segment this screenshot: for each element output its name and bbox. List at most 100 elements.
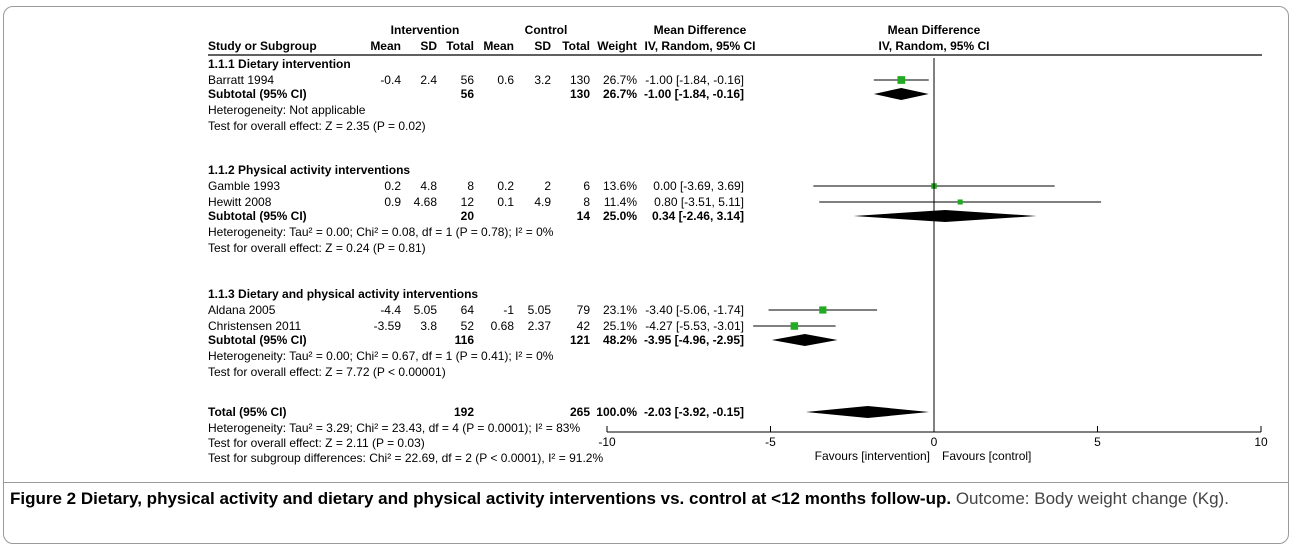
group-note: Heterogeneity: Not applicable: [208, 103, 366, 117]
study-weight: 25.1%: [603, 319, 637, 333]
subtotal-weight: 48.2%: [603, 333, 637, 347]
total-weight: 100.0%: [596, 405, 637, 419]
study-int-mean: 0.2: [384, 179, 401, 193]
total-label: Total (95% CI): [208, 405, 286, 419]
subtotal-int-total: 20: [461, 209, 475, 223]
study-int-mean: -0.4: [380, 73, 401, 87]
study-weight: 13.6%: [603, 179, 637, 193]
x-tick-label: 10: [1254, 435, 1268, 449]
study-name: Christensen 2011: [208, 319, 301, 333]
study-name: Gamble 1993: [208, 179, 280, 193]
subtotal-ci: -1.00 [-1.84, -0.16]: [644, 87, 744, 101]
study-ctl-sd: 5.05: [528, 303, 552, 317]
study-ci: -4.27 [-5.53, -3.01]: [645, 319, 744, 333]
study-ctl-total: 130: [570, 73, 590, 87]
study-ctl-mean: 0.68: [491, 319, 515, 333]
forest-plot: Intervention Control Mean Difference Mean D…: [208, 23, 1268, 465]
header-ctl-sd: SD: [534, 39, 551, 53]
group-note: Test for overall effect: Z = 2.35 (P = 0…: [208, 119, 426, 133]
x-tick-label: 0: [931, 435, 938, 449]
figure-caption: Figure 2 Dietary, physical activity and …: [10, 487, 1280, 511]
group-title: 1.1.3 Dietary and physical activity inte…: [208, 287, 478, 301]
subtotal-ctl-total: 130: [570, 87, 590, 101]
total-note: Heterogeneity: Tau² = 3.29; Chi² = 23.43…: [208, 421, 580, 435]
header-plot-mean-difference: Mean Difference: [888, 23, 981, 37]
group-note: Test for overall effect: Z = 0.24 (P = 0…: [208, 241, 426, 255]
caption-title: Dietary, physical activity and dietary a…: [80, 489, 952, 508]
header-md-method: IV, Random, 95% CI: [645, 39, 756, 53]
study-ctl-mean: 0.6: [497, 73, 514, 87]
subtotal-diamond: [771, 334, 838, 346]
study-ctl-total: 8: [583, 195, 590, 209]
x-tick-label: 5: [1094, 435, 1101, 449]
study-int-mean: -4.4: [380, 303, 401, 317]
header-control: Control: [525, 23, 568, 37]
header-intervention: Intervention: [391, 23, 460, 37]
group-note: Test for overall effect: Z = 7.72 (P < 0…: [208, 365, 446, 379]
study-point: [819, 306, 827, 314]
study-point: [957, 199, 963, 205]
study-int-total: 8: [467, 179, 474, 193]
study-weight: 23.1%: [603, 303, 637, 317]
study-ci: -3.40 [-5.06, -1.74]: [645, 303, 744, 317]
study-ctl-total: 42: [577, 319, 591, 333]
subtotal-label: Subtotal (95% CI): [208, 209, 307, 223]
study-name: Barratt 1994: [208, 73, 274, 87]
study-weight: 11.4%: [604, 195, 637, 209]
study-ctl-total: 79: [577, 303, 591, 317]
group-title: 1.1.2 Physical activity interventions: [208, 163, 410, 177]
study-ctl-total: 6: [583, 179, 590, 193]
header-ctl-total: Total: [562, 39, 590, 53]
total-ctl-total: 265: [570, 405, 590, 419]
header-plot-method: IV, Random, 95% CI: [879, 39, 990, 53]
total-int-total: 192: [454, 405, 474, 419]
study-ci: 0.80 [-3.51, 5.11]: [654, 195, 744, 209]
subtotal-int-total: 56: [461, 87, 475, 101]
subtotal-diamond: [873, 88, 929, 100]
caption-label: Figure 2: [10, 489, 77, 508]
total-ci: -2.03 [-3.92, -0.15]: [644, 405, 744, 419]
study-int-sd: 3.8: [420, 319, 437, 333]
total-note: Test for overall effect: Z = 2.11 (P = 0…: [208, 436, 425, 450]
study-ctl-sd: 2.37: [528, 319, 552, 333]
subtotal-int-total: 116: [455, 333, 475, 347]
subtotal-diamond: [853, 210, 1037, 222]
study-ctl-sd: 3.2: [534, 73, 551, 87]
study-int-mean: -3.59: [374, 319, 402, 333]
subtotal-weight: 26.7%: [603, 87, 637, 101]
study-point: [897, 76, 906, 84]
favours-intervention-label: Favours [intervention]: [815, 449, 930, 463]
header-int-mean: Mean: [370, 39, 401, 53]
study-int-total: 56: [461, 73, 475, 87]
subtotal-weight: 25.0%: [603, 209, 637, 223]
study-ctl-sd: 2: [544, 179, 551, 193]
study-int-sd: 5.05: [414, 303, 438, 317]
study-ctl-sd: 4.9: [534, 195, 551, 209]
study-ctl-mean: 0.2: [497, 179, 514, 193]
subtotal-ctl-total: 14: [577, 209, 591, 223]
caption-text: Outcome: Body weight change (Kg).: [955, 489, 1229, 508]
study-name: Hewitt 2008: [208, 195, 272, 209]
study-int-sd: 4.8: [420, 179, 437, 193]
group-note: Heterogeneity: Tau² = 0.00; Chi² = 0.08,…: [208, 225, 554, 239]
study-point: [790, 322, 799, 330]
study-int-total: 52: [461, 319, 475, 333]
total-note: Test for subgroup differences: Chi² = 22…: [208, 451, 603, 465]
header-int-sd: SD: [420, 39, 437, 53]
header-mean-difference: Mean Difference: [654, 23, 747, 37]
study-ci: 0.00 [-3.69, 3.69]: [653, 179, 744, 193]
study-ctl-mean: -1: [503, 303, 514, 317]
subtotal-ci: -3.95 [-4.96, -2.95]: [644, 333, 744, 347]
figure-frame: [3, 6, 1289, 544]
favours-control-label: Favours [control]: [942, 449, 1031, 463]
header-int-total: Total: [446, 39, 474, 53]
group-title: 1.1.1 Dietary intervention: [208, 57, 351, 71]
header-study: Study or Subgroup: [208, 39, 317, 53]
study-int-mean: 0.9: [384, 195, 401, 209]
study-ci: -1.00 [-1.84, -0.16]: [645, 73, 744, 87]
study-int-total: 12: [461, 195, 475, 209]
subtotal-label: Subtotal (95% CI): [208, 87, 307, 101]
caption-divider: [4, 482, 1289, 483]
study-weight: 26.7%: [603, 73, 637, 87]
study-ctl-mean: 0.1: [497, 195, 514, 209]
